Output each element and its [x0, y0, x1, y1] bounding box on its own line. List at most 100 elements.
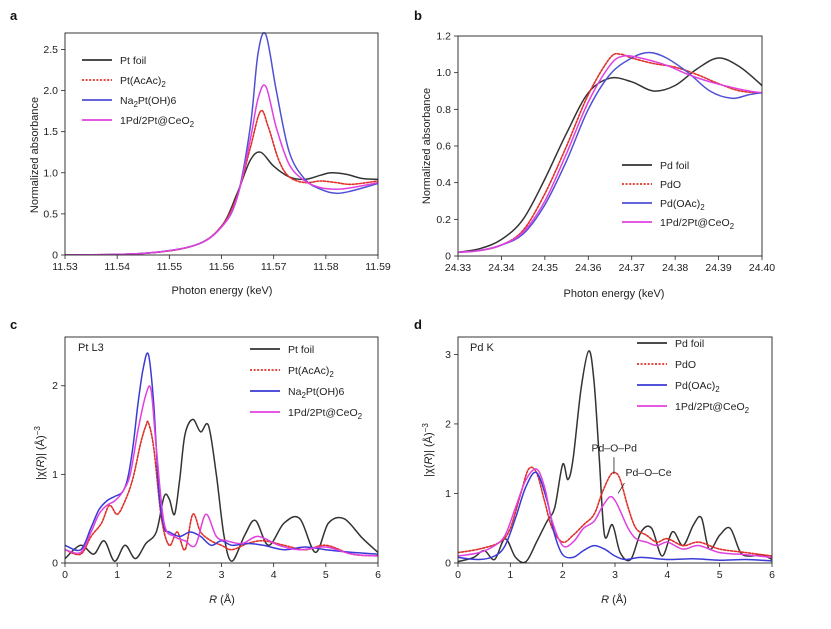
- y-tick-label: 1: [52, 469, 58, 481]
- panel-b: b 24.33 24.34 24.35 24.36 24.37 24.38 24.39 24.…: [414, 8, 775, 300]
- y-tick-label: 3: [445, 349, 451, 361]
- legend-label: 1Pd/2Pt@CeO2: [660, 217, 735, 231]
- legend-label: Pd(OAc)2: [660, 198, 705, 212]
- annotation-pointer: [617, 482, 625, 494]
- x-tick-label: 24.35: [532, 262, 558, 274]
- x-tick-label: 5: [323, 569, 329, 581]
- legend-label: Pt(AcAc)2: [288, 365, 334, 379]
- y-tick-label: 0: [52, 558, 58, 570]
- annotation-label: Pd–O–Pd: [591, 443, 637, 455]
- legend-label: PdO: [660, 179, 681, 191]
- panel-letter-b: b: [414, 8, 422, 23]
- x-tick-label: 24.38: [662, 262, 688, 274]
- series-line-b-1: [458, 57, 762, 254]
- y-tick-label: 0.4: [436, 177, 451, 189]
- y-tick-label: 0.2: [436, 214, 451, 226]
- series-line-d-1: [458, 350, 772, 563]
- x-tick-label: 11.54: [104, 261, 130, 273]
- x-tick-label: 24.34: [488, 262, 514, 274]
- legend-label-text: 1Pd/2Pt@CeO: [288, 407, 358, 419]
- y-tick-label: 0.6: [436, 141, 451, 153]
- legend-label: PdO: [675, 359, 696, 371]
- x-tick-label: 24.40: [749, 262, 775, 274]
- y-tick-label: 0: [52, 250, 58, 262]
- x-tick-label: 24.39: [705, 262, 731, 274]
- series-line-c-4: [65, 385, 378, 557]
- legend-label-text: 1Pd/2Pt@CeO: [120, 115, 190, 127]
- legend-label: Pd foil: [675, 338, 704, 350]
- x-tick-label: 1: [507, 569, 513, 581]
- legend-label-text: 1Pd/2Pt@CeO: [675, 401, 745, 413]
- legend-label: Pt(AcAc)2: [120, 75, 166, 89]
- y-tick-label: 1: [445, 488, 451, 500]
- y-tick-label: 2.5: [43, 44, 58, 56]
- inset-label-c: Pt L3: [78, 342, 104, 354]
- legend-label-text: Pt(AcAc): [120, 75, 161, 87]
- y-tick-label: 0: [445, 558, 451, 570]
- series-line-c-2: [65, 420, 378, 557]
- axes-frame-a: [64, 32, 379, 256]
- legend-label-sub: 2: [358, 412, 363, 421]
- panel-c: c 0 1 2 3 4 5 6 0 1 2 Pt L3 R (Å) |χ(R)| (Å)−3 Pt…: [10, 317, 381, 606]
- legend-label: 1Pd/2Pt@CeO2: [675, 401, 750, 415]
- y-tick-label: 0.5: [43, 208, 58, 220]
- y-tick-label: 1.0: [43, 167, 58, 179]
- x-tick-label: 1: [114, 569, 120, 581]
- panel-letter-a: a: [10, 8, 18, 23]
- legend-label: Pd(OAc)2: [675, 380, 720, 394]
- x-tick-label: 11.58: [313, 261, 339, 273]
- legend-label-rest: Pt(OH)6: [306, 386, 345, 398]
- plot-area-c: 0 1 2 3 4 5 6 0 1 2: [52, 336, 381, 581]
- series-line-c-3: [65, 352, 378, 555]
- legend-label-rest: Pt(OH)6: [138, 95, 177, 107]
- legend-label-sub: 2: [715, 385, 720, 394]
- x-tick-label: 3: [219, 569, 225, 581]
- x-tick-label: 11.53: [52, 261, 78, 273]
- legend-label-text: Na: [288, 386, 302, 398]
- curves-c: [65, 352, 378, 562]
- y-axis-label-c: |χ(R)| (Å)−3: [33, 426, 47, 480]
- legend-label-sub: 2: [133, 100, 138, 109]
- y-axis-label-a: Normalized absorbance: [29, 97, 41, 213]
- x-tick-label: 2: [166, 569, 172, 581]
- x-tick-label: 24.33: [445, 262, 471, 274]
- x-axis-label-c: R (Å): [209, 593, 235, 606]
- legend-label-text: 1Pd/2Pt@CeO: [660, 217, 730, 229]
- x-tick-label: 0: [62, 569, 68, 581]
- legend-label-text: Pd foil: [660, 160, 689, 172]
- legend-label-sub: 2: [745, 406, 750, 415]
- y-axis-label-d: |χ(R)| (Å)−3: [421, 423, 435, 477]
- y-axis-label-b: Normalized absorbance: [421, 88, 433, 204]
- legend-label: Na2Pt(OH)6: [120, 95, 177, 109]
- legend-label: Pt foil: [288, 344, 314, 356]
- plot-area-d: 0 1 2 3 4 5 6 0 1 2 3 Pd–O–Pd Pd–O–Ce: [445, 336, 775, 581]
- legend-label-sub: 2: [301, 391, 306, 400]
- y-tick-label: 2.0: [43, 85, 58, 97]
- legend-label: Na2Pt(OH)6: [288, 386, 345, 400]
- legend-label-text: Na: [120, 95, 134, 107]
- legend-label-sub: 2: [161, 80, 166, 89]
- y-tick-label: 2: [52, 380, 58, 392]
- panel-letter-d: d: [414, 317, 422, 332]
- x-tick-label: 3: [612, 569, 618, 581]
- x-tick-label: 5: [717, 569, 723, 581]
- x-tick-label: 11.55: [157, 261, 183, 273]
- series-line-a-4: [65, 84, 378, 255]
- legend-label: Pd foil: [660, 160, 689, 172]
- legend-label-text: PdO: [660, 179, 681, 191]
- curves-b: [458, 51, 762, 254]
- legend-label: 1Pd/2Pt@CeO2: [120, 115, 195, 129]
- series-line-c-1: [65, 418, 378, 562]
- x-tick-label: 0: [455, 569, 461, 581]
- legend-label-sub: 2: [329, 370, 334, 379]
- legend-b: Pd foil PdO Pd(OAc)2 1Pd/2Pt@CeO2: [622, 160, 735, 231]
- x-axis-label-d: R (Å): [601, 593, 627, 606]
- legend-label-text: Pd foil: [675, 338, 704, 350]
- x-tick-label: 6: [769, 569, 775, 581]
- y-tick-label: 1.5: [43, 126, 58, 138]
- legend-label: 1Pd/2Pt@CeO2: [288, 407, 363, 421]
- x-tick-label: 2: [560, 569, 566, 581]
- legend-label-text: Pd(OAc): [675, 380, 715, 392]
